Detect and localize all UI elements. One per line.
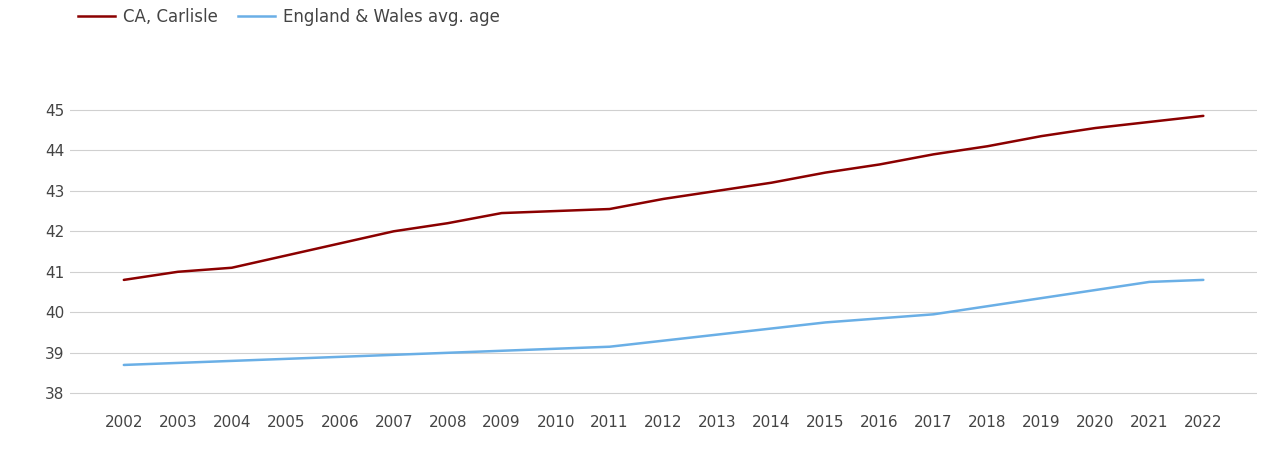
Legend: CA, Carlisle, England & Wales avg. age: CA, Carlisle, England & Wales avg. age — [79, 9, 500, 27]
